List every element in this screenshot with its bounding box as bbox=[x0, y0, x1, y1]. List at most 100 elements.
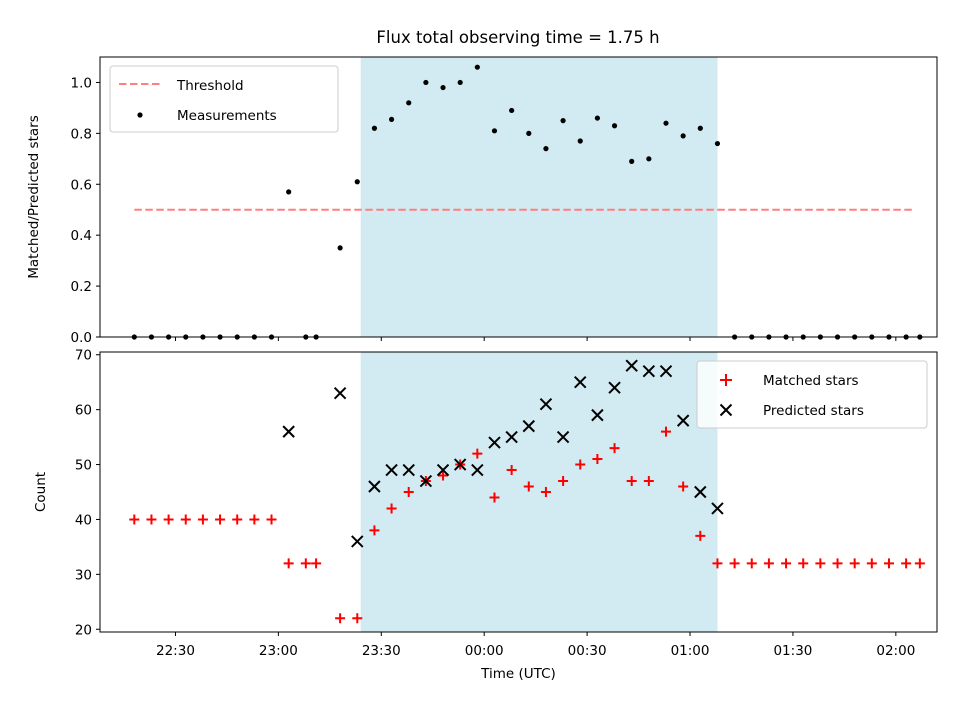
matched-stars-point bbox=[249, 514, 260, 525]
predicted-stars-point bbox=[659, 365, 673, 378]
measurement-point bbox=[423, 79, 429, 86]
matched-stars-point bbox=[661, 426, 672, 437]
measurement-point bbox=[697, 125, 703, 131]
measurement-point bbox=[406, 100, 412, 106]
measurement-point bbox=[337, 245, 343, 251]
measurement-point bbox=[388, 116, 395, 122]
matched-stars-point bbox=[403, 487, 414, 497]
matched-stars-point bbox=[163, 514, 174, 525]
matched-stars-point bbox=[866, 558, 877, 569]
matched-stars-point bbox=[729, 558, 740, 569]
matched-stars-point bbox=[609, 443, 620, 454]
x-tick-label: 02:00 bbox=[876, 643, 915, 659]
predicted-stars-point bbox=[574, 375, 587, 389]
measurement-point bbox=[714, 140, 721, 147]
matched-stars-point bbox=[369, 525, 380, 536]
legend-measurements-swatch bbox=[137, 112, 143, 118]
matched-stars-point bbox=[180, 514, 191, 525]
legend-box bbox=[109, 65, 339, 133]
predicted-stars-point bbox=[436, 463, 450, 477]
matched-stars-point bbox=[678, 481, 689, 492]
matched-stars-point bbox=[523, 481, 534, 492]
measurement-point bbox=[286, 189, 292, 195]
matched-stars-point bbox=[695, 530, 706, 541]
y-tick-label: 0.0 bbox=[71, 330, 92, 346]
matched-stars-point bbox=[472, 448, 483, 459]
matched-stars-point bbox=[643, 476, 654, 487]
matched-stars-point bbox=[815, 558, 826, 569]
matched-stars-point bbox=[197, 514, 208, 525]
matched-stars-point bbox=[266, 514, 277, 525]
measurement-point bbox=[594, 115, 600, 121]
y-tick-label: 0.8 bbox=[71, 126, 92, 142]
predicted-stars-point bbox=[522, 419, 535, 433]
measurement-point bbox=[371, 125, 378, 131]
predicted-stars-point bbox=[419, 474, 433, 488]
y-tick-label: 60 bbox=[75, 403, 92, 419]
plot-frame bbox=[99, 56, 938, 338]
predicted-stars-point bbox=[488, 436, 501, 449]
measurement-point bbox=[457, 79, 463, 86]
plot-ratio: 0.0 0.2 0.4 0.6 0.8 1.0 Matched/Predicted star… bbox=[26, 56, 938, 346]
predicted-stars-point bbox=[694, 485, 707, 499]
plot-frame bbox=[99, 351, 938, 633]
matched-stars-point bbox=[798, 558, 809, 569]
predicted-stars-point bbox=[471, 463, 484, 477]
y-tick-label: 0.2 bbox=[71, 279, 92, 295]
observing-window-shade bbox=[360, 352, 718, 632]
predicted-stars-point bbox=[282, 425, 295, 438]
predicted-stars-point bbox=[676, 414, 690, 427]
matched-stars-point bbox=[558, 476, 569, 487]
y-tick-label: 0.4 bbox=[71, 228, 92, 244]
predicted-stars-point bbox=[642, 365, 656, 378]
y-tick-label: 70 bbox=[75, 348, 92, 364]
predicted-stars-point bbox=[385, 463, 398, 477]
matched-stars-point bbox=[146, 514, 157, 525]
matched-stars-point bbox=[232, 514, 243, 525]
predicted-stars-point bbox=[402, 463, 415, 477]
measurement-point bbox=[491, 128, 498, 134]
matched-stars-point bbox=[901, 558, 912, 569]
matched-stars-point bbox=[283, 558, 294, 569]
matched-stars-point bbox=[129, 514, 140, 525]
measurement-point bbox=[577, 138, 583, 144]
matched-stars-point bbox=[335, 613, 346, 624]
measurement-point bbox=[663, 120, 669, 126]
y-axis-label: Matched/Predicted stars bbox=[26, 115, 42, 278]
matched-stars-point bbox=[626, 476, 637, 487]
observing-window-shade bbox=[360, 57, 718, 337]
predicted-stars-point bbox=[505, 430, 518, 444]
plot-counts: 20 30 40 50 60 70 22:30 23:00 23:30 00:00 00:30 01:… bbox=[33, 348, 938, 682]
predicted-stars-point bbox=[368, 480, 381, 493]
matched-stars-point bbox=[849, 558, 860, 569]
y-tick-label: 0.6 bbox=[71, 177, 92, 193]
predicted-stars-point bbox=[453, 458, 467, 471]
x-tick-label: 01:00 bbox=[671, 643, 710, 659]
matched-stars-point bbox=[311, 558, 322, 569]
legend-box bbox=[696, 360, 928, 429]
x-tick-label: 22:30 bbox=[156, 643, 195, 659]
measurement-point bbox=[440, 84, 446, 91]
x-tick-label: 01:30 bbox=[773, 643, 812, 659]
chart-title: Flux total observing time = 1.75 h bbox=[376, 28, 659, 47]
matched-stars-point bbox=[300, 558, 311, 569]
y-tick-label: 1.0 bbox=[71, 75, 92, 91]
matched-stars-point bbox=[386, 503, 397, 514]
predicted-stars-point bbox=[351, 535, 364, 548]
predicted-stars-point bbox=[539, 397, 553, 411]
y-axis-label: Count bbox=[33, 472, 49, 512]
measurement-point bbox=[354, 179, 360, 185]
measurement-point bbox=[509, 107, 515, 114]
y-tick-label: 30 bbox=[75, 567, 92, 583]
legend-top: Threshold Measurements bbox=[109, 65, 339, 133]
matched-stars-point bbox=[712, 558, 723, 569]
measurement-point bbox=[680, 133, 686, 139]
x-tick-label: 23:00 bbox=[259, 643, 298, 659]
y-tick-label: 50 bbox=[75, 458, 92, 474]
measurement-point bbox=[543, 146, 549, 152]
legend-measurements-label: Measurements bbox=[177, 108, 277, 124]
measurement-point bbox=[646, 156, 652, 162]
matched-stars-point bbox=[352, 613, 363, 624]
legend-bottom: Matched stars Predicted stars bbox=[696, 360, 928, 429]
